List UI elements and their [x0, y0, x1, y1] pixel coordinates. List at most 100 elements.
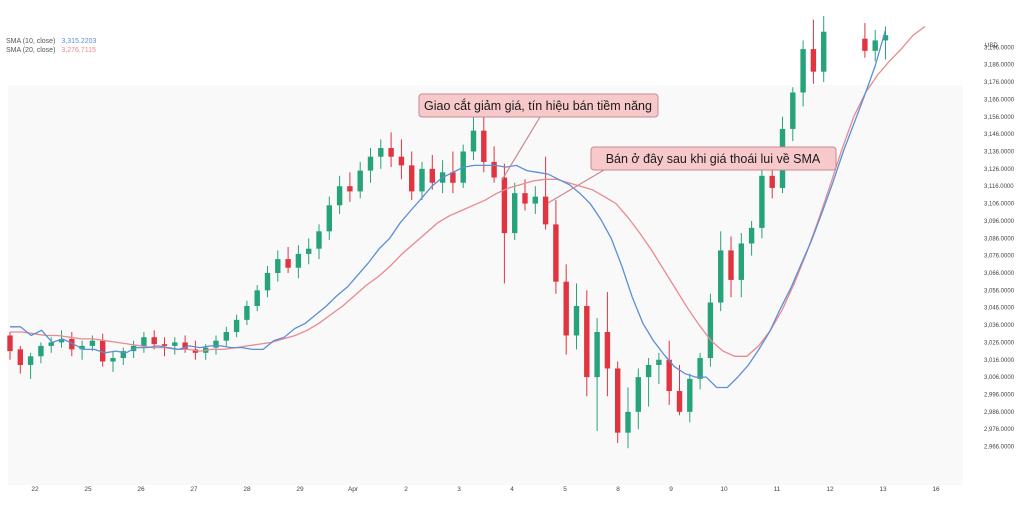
y-tick-label: 3,146.0000: [984, 132, 1015, 138]
candle: [810, 19, 817, 84]
candle: [553, 200, 559, 294]
candle: [409, 151, 415, 201]
candle: [48, 337, 54, 353]
candles-group: [7, 16, 889, 449]
candle-body: [645, 364, 652, 378]
y-tick-label: 3,116.0000: [984, 184, 1014, 190]
x-tick-label: 28: [243, 486, 251, 493]
candle: [656, 352, 662, 385]
candle: [285, 246, 291, 273]
y-tick-label: 2,986.0000: [984, 410, 1015, 416]
candle: [223, 326, 229, 346]
candle: [398, 139, 405, 180]
y-tick-label: 3,186.0000: [984, 63, 1015, 69]
y-tick-label: 3,086.0000: [984, 236, 1015, 242]
candle: [120, 347, 126, 365]
x-tick-label: 26: [137, 486, 145, 493]
candle: [615, 361, 621, 444]
candle: [687, 373, 693, 423]
candle-body: [821, 31, 827, 72]
x-axis: 22 25 26 27 28 29 Apr 2 3 4 5 8 9 10 11 12 13 16: [31, 486, 940, 493]
candle: [666, 340, 672, 405]
callout-crossover-box: [418, 93, 659, 118]
candle-body: [7, 335, 13, 352]
callout-crossover-text: Giao cắt giảm giá, tín hiệu bán tiềm năn…: [424, 98, 652, 113]
candle-body: [306, 248, 312, 254]
candle-body: [604, 332, 611, 369]
candle-body: [718, 250, 724, 303]
callout-crossover: Giao cắt giảm giá, tín hiệu bán tiềm năn…: [418, 93, 659, 181]
candle: [707, 293, 714, 367]
candle-body: [697, 358, 703, 379]
candle-body: [635, 377, 641, 412]
candle-body: [79, 345, 85, 350]
legend-sma-10: SMA (10, close) 3,315.2203: [6, 38, 97, 45]
candle-body: [748, 227, 755, 244]
candle-body: [357, 170, 363, 192]
candle: [790, 87, 796, 142]
candle: [800, 40, 806, 107]
candle-body: [553, 224, 559, 282]
candle-body: [625, 411, 631, 433]
candle: [141, 332, 147, 353]
candle: [625, 387, 631, 449]
candle-body: [532, 196, 538, 204]
candle-body: [161, 344, 168, 346]
x-tick-label: 22: [31, 486, 39, 493]
candle-body: [141, 337, 147, 346]
candle-body: [800, 49, 806, 93]
y-tick-label: 3,026.0000: [984, 340, 1015, 346]
candle: [728, 236, 734, 298]
candle: [512, 182, 518, 241]
candle: [38, 342, 44, 364]
candle-body: [810, 49, 817, 72]
candle-body: [233, 319, 240, 332]
candle-body: [522, 193, 528, 204]
x-tick-label: 5: [563, 486, 567, 493]
candle-body: [615, 368, 621, 433]
candle: [501, 163, 508, 284]
legend-sma-10-label: SMA (10, close): [6, 38, 55, 45]
x-tick-label: 27: [190, 486, 198, 493]
candle: [491, 146, 497, 183]
y-tick-label: 3,196.0000: [984, 45, 1015, 51]
candle-body: [512, 193, 518, 234]
legend-sma-20: SMA (20, close) 3,276.7115: [6, 47, 96, 54]
candle: [584, 290, 590, 397]
x-tick-label: Apr: [348, 486, 359, 493]
candle: [481, 116, 487, 173]
candle-body: [264, 272, 271, 291]
candle-body: [563, 281, 569, 336]
x-tick-label: 9: [669, 486, 673, 493]
x-tick-label: 11: [774, 486, 781, 493]
candle-body: [192, 349, 199, 353]
candle-body: [656, 359, 662, 365]
candle-body: [316, 231, 322, 249]
candle: [244, 300, 250, 326]
candle-body: [347, 186, 353, 192]
candle-body: [738, 243, 744, 280]
candle-body: [429, 168, 435, 183]
candle: [419, 161, 425, 201]
y-tick-label: 3,106.0000: [984, 202, 1015, 208]
y-axis: USD 3,196.0000 3,186.0000 3,176.0000 3,166.…: [984, 43, 1015, 451]
candle-body: [295, 253, 302, 268]
candle: [17, 345, 23, 374]
y-tick-label: 2,996.0000: [984, 392, 1015, 398]
candle: [295, 245, 302, 279]
legend-sma-10-value: 3,315.2203: [61, 38, 96, 45]
x-tick-label: 25: [84, 486, 92, 493]
candle: [738, 233, 744, 298]
candle: [542, 156, 549, 230]
candle-body: [89, 340, 96, 346]
candle-body: [58, 338, 65, 343]
y-tick-label: 3,126.0000: [984, 167, 1015, 173]
x-tick-label: 13: [879, 486, 887, 493]
candle: [594, 318, 600, 431]
candle-body: [275, 259, 281, 273]
candle-body: [69, 338, 75, 350]
candle-body: [388, 148, 394, 157]
y-tick-label: 3,166.0000: [984, 97, 1015, 103]
candle: [635, 368, 641, 430]
